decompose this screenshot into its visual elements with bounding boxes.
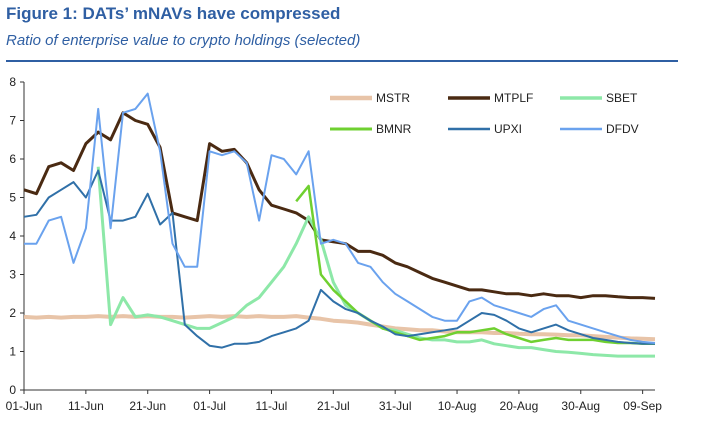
y-tick-label: 7: [9, 114, 16, 128]
series-line-mstr: [23, 314, 656, 342]
y-tick-label: 2: [9, 306, 16, 320]
y-tick-label: 5: [9, 191, 16, 205]
legend-label-mstr: MSTR: [376, 91, 410, 105]
legend-label-bmnr: BMNR: [376, 122, 412, 136]
chart-subtitle: Ratio of enterprise value to crypto hold…: [6, 32, 361, 49]
y-tick-label: 6: [9, 152, 16, 166]
x-tick-label: 31-Jul: [379, 399, 412, 413]
series-line-mtplf: [23, 111, 656, 300]
legend-label-mtplf: MTPLF: [494, 91, 533, 105]
x-tick-label: 20-Aug: [500, 399, 539, 413]
y-tick-label: 3: [9, 268, 16, 282]
legend-label-upxi: UPXI: [494, 122, 522, 136]
x-tick-label: 21-Jul: [317, 399, 350, 413]
x-tick-label: 21-Jun: [129, 399, 166, 413]
x-tick-label: 11-Jun: [68, 399, 104, 413]
x-tick-label: 01-Jul: [193, 399, 226, 413]
legend-label-sbet: SBET: [606, 91, 638, 105]
y-tick-label: 8: [9, 75, 16, 89]
x-tick-label: 01-Jun: [6, 399, 43, 413]
x-tick-label: 11-Jul: [256, 399, 288, 413]
series-line-bmnr: [295, 184, 655, 346]
series-line-upxi: [23, 169, 655, 349]
x-tick-label: 10-Aug: [438, 399, 477, 413]
y-tick-label: 1: [9, 345, 16, 359]
series-line-dfdv: [24, 92, 656, 344]
x-tick-label: 30-Aug: [561, 399, 600, 413]
y-tick-label: 4: [9, 229, 16, 243]
x-tick-label: 09-Sep: [623, 399, 662, 413]
chart-title: Figure 1: DATs’ mNAVs have compressed: [6, 4, 341, 23]
y-tick-label: 0: [9, 383, 16, 397]
legend-label-dfdv: DFDV: [606, 122, 639, 136]
title-rule: [6, 60, 678, 62]
